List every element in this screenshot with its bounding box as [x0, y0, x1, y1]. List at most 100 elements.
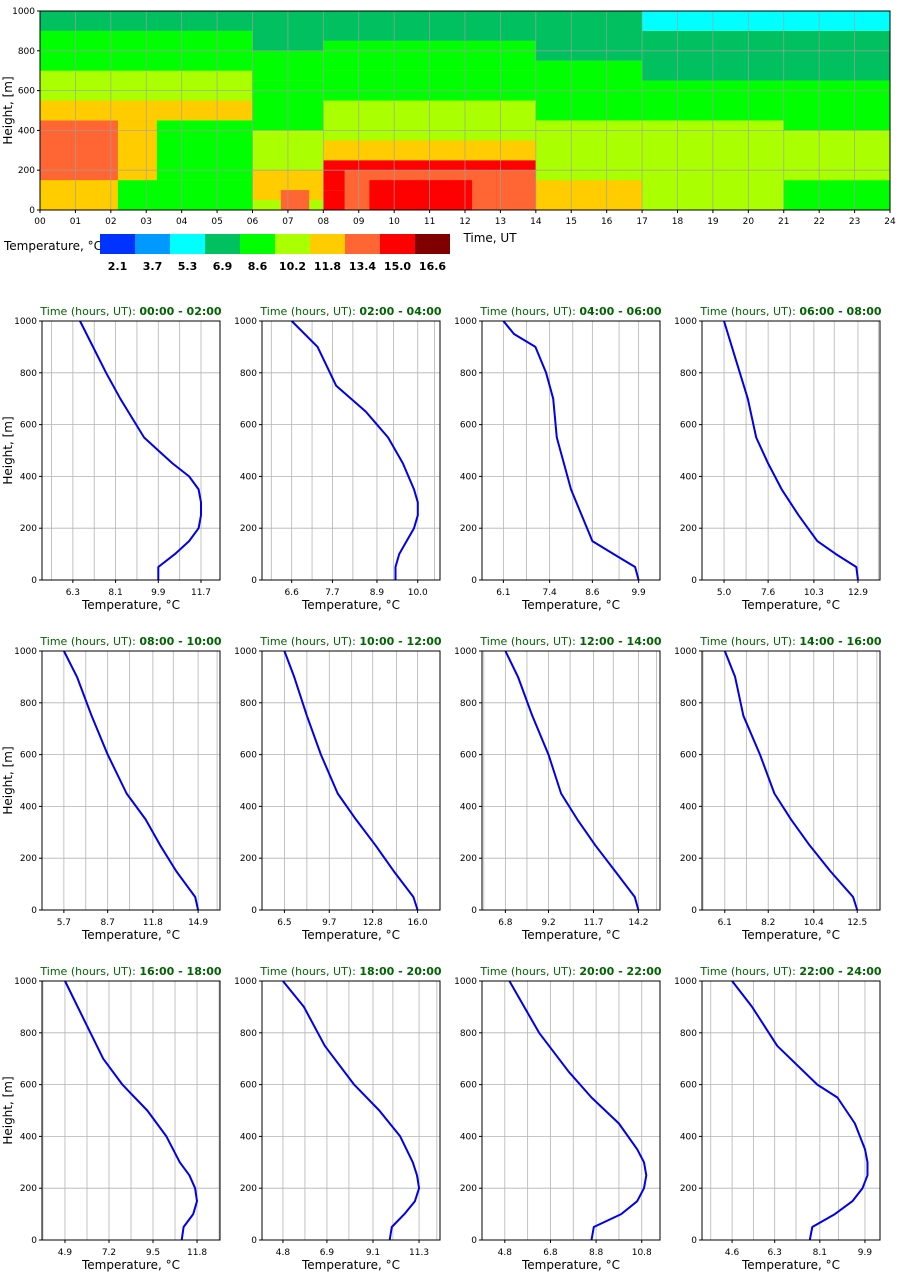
- panel-y-tick-label: 800: [240, 699, 257, 709]
- panel-title: Time (hours, UT): 08:00 - 10:00: [39, 635, 222, 648]
- panel-y-tick-label: 1000: [234, 317, 257, 327]
- heatmap-x-tick-label: 02: [105, 217, 116, 227]
- panel-y-tick-label: 800: [460, 1029, 477, 1039]
- panel-title: Time (hours, UT): 04:00 - 06:00: [479, 305, 662, 318]
- colorbar-value: 15.0: [384, 260, 411, 273]
- temperature-profile-line: [63, 650, 200, 911]
- colorbar-value: 5.3: [178, 260, 198, 273]
- heatmap-x-tick-label: 24: [884, 217, 896, 227]
- heatmap-cell: [280, 190, 310, 210]
- profile-panel: Time (hours, UT): 20:00 - 22:00 4.8 6.8 8.8…: [454, 965, 662, 1272]
- panel-x-tick-label: 12.9: [848, 588, 868, 598]
- panel-x-tick-label: 5.7: [57, 918, 71, 928]
- panel-y-tick-label: 600: [460, 421, 477, 431]
- panel-x-tick-label: 6.3: [768, 1248, 782, 1258]
- panel-frame: [481, 980, 661, 1241]
- temperature-profile-line: [282, 980, 421, 1241]
- panel-y-tick-label: 600: [240, 1081, 257, 1091]
- panel-y-tick-label: 800: [240, 1029, 257, 1039]
- panel-y-tick-label: 200: [20, 854, 37, 864]
- heatmap-cell: [783, 80, 890, 131]
- heatmap-x-tick-label: 15: [566, 217, 577, 227]
- panel-y-tick-label: 400: [460, 802, 477, 812]
- panel-y-tick-label: 200: [680, 854, 697, 864]
- colorbar-swatch: [310, 234, 345, 254]
- heatmap-cell: [535, 60, 643, 91]
- panel-y-tick-label: 400: [680, 1132, 697, 1142]
- panel-y-tick-label: 400: [680, 802, 697, 812]
- heatmap-x-tick-label: 12: [459, 217, 470, 227]
- heatmap-y-tick-label: 1000: [12, 7, 35, 17]
- panel-y-tick-label: 0: [471, 906, 477, 916]
- panel-y-tick-label: 1000: [14, 317, 37, 327]
- panel-y-tick-label: 200: [240, 1184, 257, 1194]
- heatmap-y-tick-label: 600: [18, 87, 35, 97]
- panel-y-tick-label: 200: [20, 1184, 37, 1194]
- panel-y-tick-label: 400: [20, 472, 37, 482]
- panel-x-tick-label: 8.6: [585, 588, 600, 598]
- panel-x-tick-label: 8.1: [813, 1248, 827, 1258]
- profile-panel: Time (hours, UT): 18:00 - 20:00 4.8 6.9 9.1…: [234, 965, 442, 1272]
- panel-frame: [41, 320, 221, 581]
- panel-x-tick-label: 6.1: [718, 918, 732, 928]
- temperature-profile-line: [64, 980, 198, 1241]
- panel-y-tick-label: 200: [240, 524, 257, 534]
- panel-y-tick-label: 800: [240, 369, 257, 379]
- panel-x-tick-label: 7.2: [102, 1248, 116, 1258]
- panel-frame: [701, 320, 881, 581]
- panel-x-tick-label: 6.1: [496, 588, 510, 598]
- heatmap-x-tick-label: 14: [530, 217, 542, 227]
- panel-x-tick-label: 4.8: [498, 1248, 513, 1258]
- panel-x-tick-label: 12.8: [363, 918, 383, 928]
- panel-y-axis-label: Height, [m]: [1, 416, 15, 484]
- heatmap-x-tick-label: 01: [70, 217, 81, 227]
- colorbar-swatch: [205, 234, 240, 254]
- panel-y-tick-label: 1000: [234, 647, 257, 657]
- temperature-profile-line: [504, 650, 640, 911]
- heatmap-cell: [535, 180, 643, 210]
- profile-panel: Time (hours, UT): 12:00 - 14:00 6.8 9.2 11.…: [454, 635, 662, 942]
- panel-x-tick-label: 9.9: [631, 588, 646, 598]
- panel-y-tick-label: 800: [460, 699, 477, 709]
- panel-x-tick-label: 9.7: [322, 918, 336, 928]
- panel-x-tick-label: 9.9: [858, 1248, 873, 1258]
- panel-y-tick-label: 0: [251, 576, 257, 586]
- heatmap-x-tick-label: 00: [34, 217, 46, 227]
- colorbar-value: 8.6: [248, 260, 268, 273]
- panel-x-tick-label: 10.4: [804, 918, 824, 928]
- panel-y-tick-label: 0: [31, 906, 37, 916]
- panel-x-axis-label: Temperature, °C: [81, 1258, 180, 1272]
- panel-x-tick-label: 10.8: [632, 1248, 652, 1258]
- panel-x-tick-label: 6.8: [543, 1248, 558, 1258]
- panel-frame: [261, 320, 441, 581]
- temperature-profile-line: [79, 320, 202, 580]
- temperature-profile-line: [283, 650, 419, 911]
- panel-y-tick-label: 0: [471, 1236, 477, 1246]
- panel-x-axis-label: Temperature, °C: [741, 928, 840, 942]
- panel-x-tick-label: 11.7: [191, 588, 211, 598]
- colorbar-value: 11.8: [314, 260, 341, 273]
- panel-frame: [481, 320, 661, 581]
- panel-y-tick-label: 800: [680, 699, 697, 709]
- panel-y-tick-label: 200: [460, 524, 477, 534]
- panel-y-tick-label: 400: [240, 802, 257, 812]
- profile-panel: Time (hours, UT): 14:00 - 16:00 6.1 8.2 10.…: [674, 635, 882, 942]
- colorbar-swatch: [135, 234, 170, 254]
- panel-frame: [261, 980, 441, 1241]
- panel-x-tick-label: 6.5: [277, 918, 291, 928]
- colorbar-value: 3.7: [143, 260, 163, 273]
- panel-y-tick-label: 800: [460, 369, 477, 379]
- panel-x-axis-label: Temperature, °C: [521, 598, 620, 612]
- panel-y-tick-label: 0: [251, 906, 257, 916]
- heatmap-x-tick-label: 22: [813, 217, 824, 227]
- panel-title: Time (hours, UT): 18:00 - 20:00: [259, 965, 442, 978]
- panel-frame: [41, 980, 221, 1241]
- heatmap-x-tick-label: 05: [211, 217, 222, 227]
- profile-panel: Time (hours, UT): 04:00 - 06:00 6.1 7.4 8.6…: [454, 305, 662, 612]
- panel-x-tick-label: 11.8: [143, 918, 163, 928]
- panel-title: Time (hours, UT): 12:00 - 14:00: [479, 635, 662, 648]
- panel-y-tick-label: 800: [20, 369, 37, 379]
- panel-y-tick-label: 1000: [234, 977, 257, 987]
- colorbar-label: Temperature, °C: [3, 239, 102, 253]
- panel-x-tick-label: 8.9: [370, 588, 385, 598]
